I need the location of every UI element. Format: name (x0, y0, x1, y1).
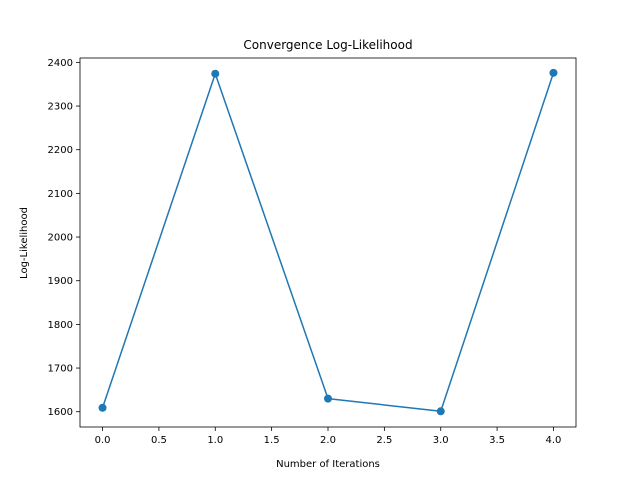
data-point (211, 69, 220, 78)
x-tick-label: 0.5 (151, 435, 167, 446)
data-point (324, 394, 332, 403)
y-tick-label: 1600 (48, 407, 73, 418)
x-tick-label: 3.0 (433, 435, 449, 446)
y-axis-label: Log-Likelihood (19, 207, 30, 279)
y-tick-label: 2100 (48, 189, 73, 200)
data-point (436, 407, 445, 416)
x-tick-label: 3.5 (489, 435, 505, 446)
y-tick-label: 2400 (48, 58, 73, 69)
x-axis-ticks: 0.0 0.5 1.0 1.5 2.0 2.5 3.0 3.5 4.0 (95, 427, 562, 446)
x-tick-label: 1.0 (207, 435, 223, 446)
axes-frame (79, 57, 577, 428)
x-tick-label: 1.5 (264, 435, 280, 446)
y-tick-label: 2000 (48, 233, 73, 244)
data-point (549, 68, 558, 77)
y-tick-label: 1700 (48, 364, 73, 375)
x-tick-label: 0.0 (95, 435, 111, 446)
x-tick-label: 2.0 (320, 435, 336, 446)
x-tick-label: 4.0 (546, 435, 562, 446)
chart-title: Convergence Log-Likelihood (243, 38, 412, 52)
y-axis-ticks: 1600 1700 1800 1900 2000 2100 2200 2300 2400 (48, 58, 80, 418)
data-point (98, 403, 107, 412)
y-tick-label: 1900 (48, 276, 73, 287)
y-tick-label: 1800 (48, 320, 73, 331)
y-tick-label: 2300 (48, 102, 73, 113)
series-layer (98, 68, 558, 416)
y-tick-label: 2200 (48, 145, 73, 156)
x-tick-label: 2.5 (376, 435, 392, 446)
x-axis-label: Number of Iterations (276, 459, 380, 470)
